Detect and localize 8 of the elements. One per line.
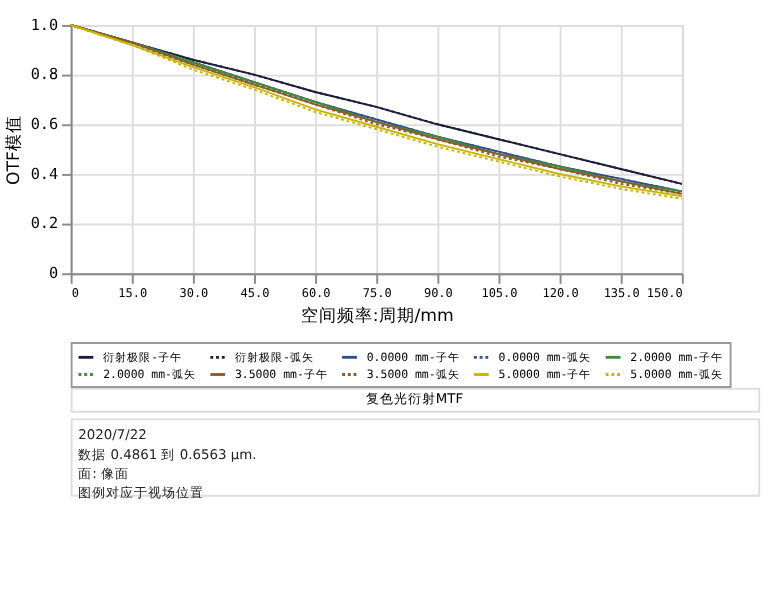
y-tick-label: 0.2	[30, 214, 59, 233]
y-tick-label: 0.4	[30, 164, 60, 183]
y-tick-label: 0	[49, 264, 60, 283]
y-tick-label: 0.8	[30, 65, 60, 84]
y-axis-title: OTF模值	[3, 115, 26, 186]
y-tick-label: 0.6	[30, 115, 60, 134]
y-tick-label: 1.0	[30, 15, 60, 34]
x-axis-title: 空间频率:周期/mm	[300, 304, 454, 327]
